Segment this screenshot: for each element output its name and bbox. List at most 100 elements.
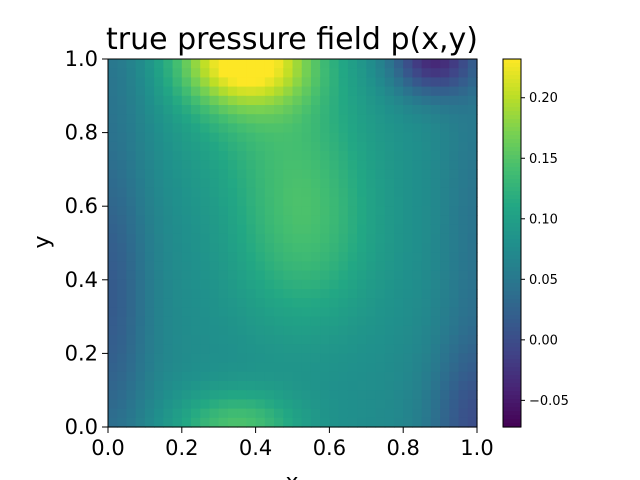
heatmap-cell <box>255 123 266 134</box>
x-tick-label: 0.8 <box>386 436 419 460</box>
heatmap-cell <box>274 417 284 428</box>
heatmap-cell <box>283 399 294 410</box>
heatmap-cell <box>338 399 349 410</box>
colorbar-segment <box>503 155 521 160</box>
heatmap-cell <box>320 187 330 198</box>
colorbar-segment <box>503 59 521 64</box>
colorbar-segment <box>503 151 521 156</box>
heatmap-cell <box>191 261 201 272</box>
heatmap-cell <box>467 417 478 428</box>
heatmap-cell <box>191 215 201 226</box>
heatmap-cell <box>366 123 377 134</box>
colorbar-segment <box>503 307 521 312</box>
heatmap-cell <box>366 279 377 290</box>
heatmap-cell <box>218 353 229 364</box>
heatmap-cell <box>144 261 155 272</box>
heatmap-cell <box>310 279 321 290</box>
heatmap-cell <box>384 307 395 318</box>
colorbar-segment <box>503 91 521 96</box>
heatmap-cell <box>274 206 284 216</box>
heatmap-cell <box>310 141 321 152</box>
heatmap-cell <box>366 371 377 382</box>
plot-frame <box>107 58 478 428</box>
heatmap-cell <box>301 353 312 364</box>
heatmap-cell <box>218 243 229 253</box>
heatmap-cell <box>449 243 460 253</box>
heatmap-cell <box>467 371 478 382</box>
heatmap-cell <box>375 399 386 410</box>
heatmap-cell <box>449 252 460 262</box>
heatmap-cell <box>393 206 404 216</box>
heatmap-cell <box>338 141 349 152</box>
heatmap-cell <box>135 86 146 97</box>
heatmap-cell <box>338 68 349 78</box>
heatmap-cell <box>458 371 469 382</box>
heatmap-cell <box>108 371 118 382</box>
heatmap-cell <box>237 114 247 124</box>
heatmap-cell <box>338 344 349 354</box>
heatmap-cell <box>209 344 220 354</box>
heatmap-cell <box>172 123 183 134</box>
heatmap-cell <box>191 160 201 170</box>
heatmap-cell <box>126 123 137 134</box>
heatmap-cell <box>393 141 404 152</box>
heatmap-cell <box>255 270 266 281</box>
heatmap-cell <box>181 298 192 308</box>
heatmap-cell <box>264 353 275 364</box>
colorbar-segment <box>503 379 521 384</box>
heatmap-cell <box>329 224 340 235</box>
heatmap-cell <box>449 316 460 327</box>
heatmap-cell <box>227 77 238 88</box>
heatmap-cell <box>329 371 340 382</box>
heatmap-cell <box>172 206 183 216</box>
heatmap-cell <box>246 197 257 207</box>
heatmap-cell <box>375 197 386 207</box>
heatmap-cell <box>467 178 478 189</box>
heatmap-cell <box>264 390 275 400</box>
heatmap-cell <box>255 169 266 180</box>
heatmap-cell <box>200 197 211 207</box>
heatmap-cell <box>430 279 441 290</box>
heatmap-cell <box>283 362 294 373</box>
heatmap-cell <box>393 399 404 410</box>
heatmap-cell <box>227 390 238 400</box>
heatmap-cell <box>200 114 211 124</box>
heatmap-cell <box>458 408 469 419</box>
heatmap-cell <box>283 252 294 262</box>
heatmap-cell <box>126 316 137 327</box>
heatmap-cell <box>227 59 238 69</box>
heatmap-cell <box>163 344 174 354</box>
heatmap-cell <box>209 335 220 345</box>
heatmap-cell <box>126 353 137 364</box>
heatmap-cell <box>172 77 183 88</box>
heatmap-cell <box>412 114 423 124</box>
heatmap-cell <box>292 353 303 364</box>
heatmap-cell <box>163 114 174 124</box>
heatmap-cell <box>144 141 155 152</box>
heatmap-cell <box>209 298 220 308</box>
heatmap-cell <box>430 307 441 318</box>
heatmap-cell <box>181 243 192 253</box>
heatmap-cell <box>283 68 294 78</box>
heatmap-cell <box>237 325 247 336</box>
heatmap-cell <box>366 381 377 391</box>
heatmap-cell <box>181 86 192 97</box>
heatmap-cell <box>163 59 174 69</box>
heatmap-cell <box>347 197 358 207</box>
heatmap-cell <box>117 362 128 373</box>
y-axis-label: y <box>30 235 55 248</box>
heatmap-cell <box>421 371 432 382</box>
heatmap-cell <box>172 114 183 124</box>
heatmap-cell <box>144 408 155 419</box>
heatmap-cell <box>135 95 146 106</box>
heatmap-cell <box>393 353 404 364</box>
heatmap-cell <box>154 132 164 143</box>
heatmap-cell <box>375 178 386 189</box>
heatmap-cell <box>255 141 266 152</box>
heatmap-cell <box>320 353 330 364</box>
heatmap-cell <box>449 399 460 410</box>
heatmap-cell <box>292 105 303 115</box>
heatmap-cell <box>126 335 137 345</box>
heatmap-cell <box>154 381 164 391</box>
heatmap-cell <box>366 261 377 272</box>
